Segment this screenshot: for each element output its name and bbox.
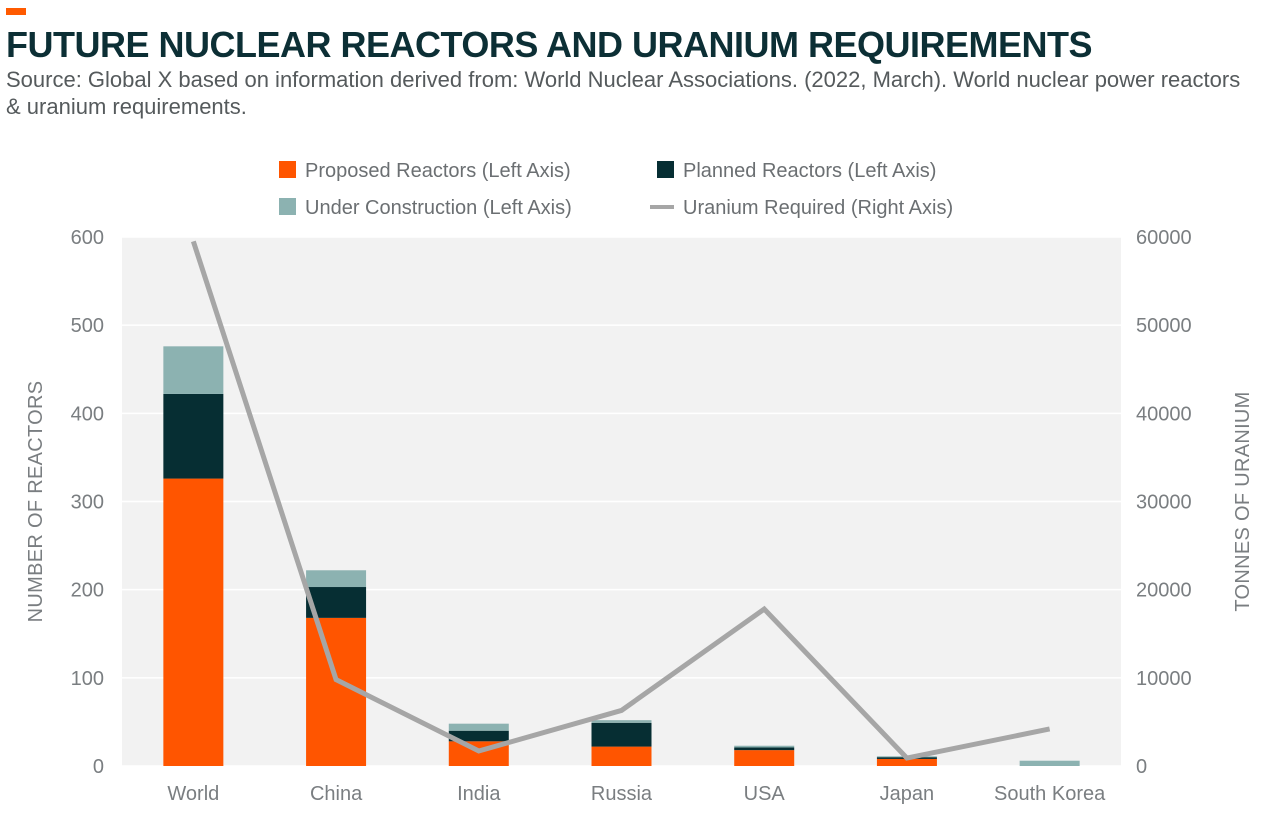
x-tick-label: India [457, 783, 501, 805]
legend-under-construction-label: Under Construction (Left Axis) [305, 197, 572, 219]
bar-proposed [876, 758, 937, 766]
y2-tick-label: 0 [1136, 756, 1147, 778]
y2-tick-label: 30000 [1136, 492, 1192, 514]
bar-proposed [591, 746, 652, 766]
y-tick-label: 0 [93, 756, 104, 778]
x-tick-label: South Korea [994, 783, 1106, 805]
bar-under-construction [734, 745, 795, 748]
bar-under-construction [306, 570, 367, 588]
x-tick-label: Japan [880, 783, 935, 805]
y-axis-title: NUMBER OF REACTORS [25, 381, 47, 623]
y-tick-label: 400 [71, 403, 104, 425]
y2-tick-label: 50000 [1136, 315, 1192, 337]
bar-under-construction [163, 346, 224, 394]
y-tick-label: 600 [71, 227, 104, 249]
legend-proposed-swatch [279, 161, 296, 178]
bar-under-construction [448, 723, 509, 731]
chart-source: Source: Global X based on information de… [6, 67, 1241, 119]
legend-uranium-label: Uranium Required (Right Axis) [683, 197, 953, 219]
y2-axis-title: TONNES OF URANIUM [1232, 391, 1254, 611]
legend-planned-label: Planned Reactors (Left Axis) [683, 160, 936, 182]
x-tick-label: USA [744, 783, 786, 805]
bar-proposed [163, 478, 224, 766]
y-tick-label: 200 [71, 580, 104, 602]
y2-tick-label: 60000 [1136, 227, 1192, 249]
y2-tick-label: 40000 [1136, 403, 1192, 425]
chart-title: FUTURE NUCLEAR REACTORS AND URANIUM REQU… [6, 24, 1093, 65]
y-tick-label: 300 [71, 492, 104, 514]
bar-proposed [734, 750, 795, 766]
accent-bar [6, 8, 26, 15]
bar-planned [734, 747, 795, 751]
bar-under-construction [591, 720, 652, 723]
bar-planned [448, 730, 509, 742]
bar-planned [591, 722, 652, 747]
y2-tick-label: 10000 [1136, 668, 1192, 690]
x-tick-label: Russia [591, 783, 653, 805]
bar-planned [163, 393, 224, 479]
legend-under-construction-swatch [279, 198, 296, 215]
y-tick-label: 500 [71, 315, 104, 337]
y2-tick-label: 20000 [1136, 580, 1192, 602]
x-tick-label: China [310, 783, 363, 805]
bar-under-construction [1019, 760, 1080, 766]
legend-planned-swatch [657, 161, 674, 178]
x-tick-label: World [167, 783, 219, 805]
y-tick-label: 100 [71, 668, 104, 690]
legend-proposed-label: Proposed Reactors (Left Axis) [305, 160, 571, 182]
